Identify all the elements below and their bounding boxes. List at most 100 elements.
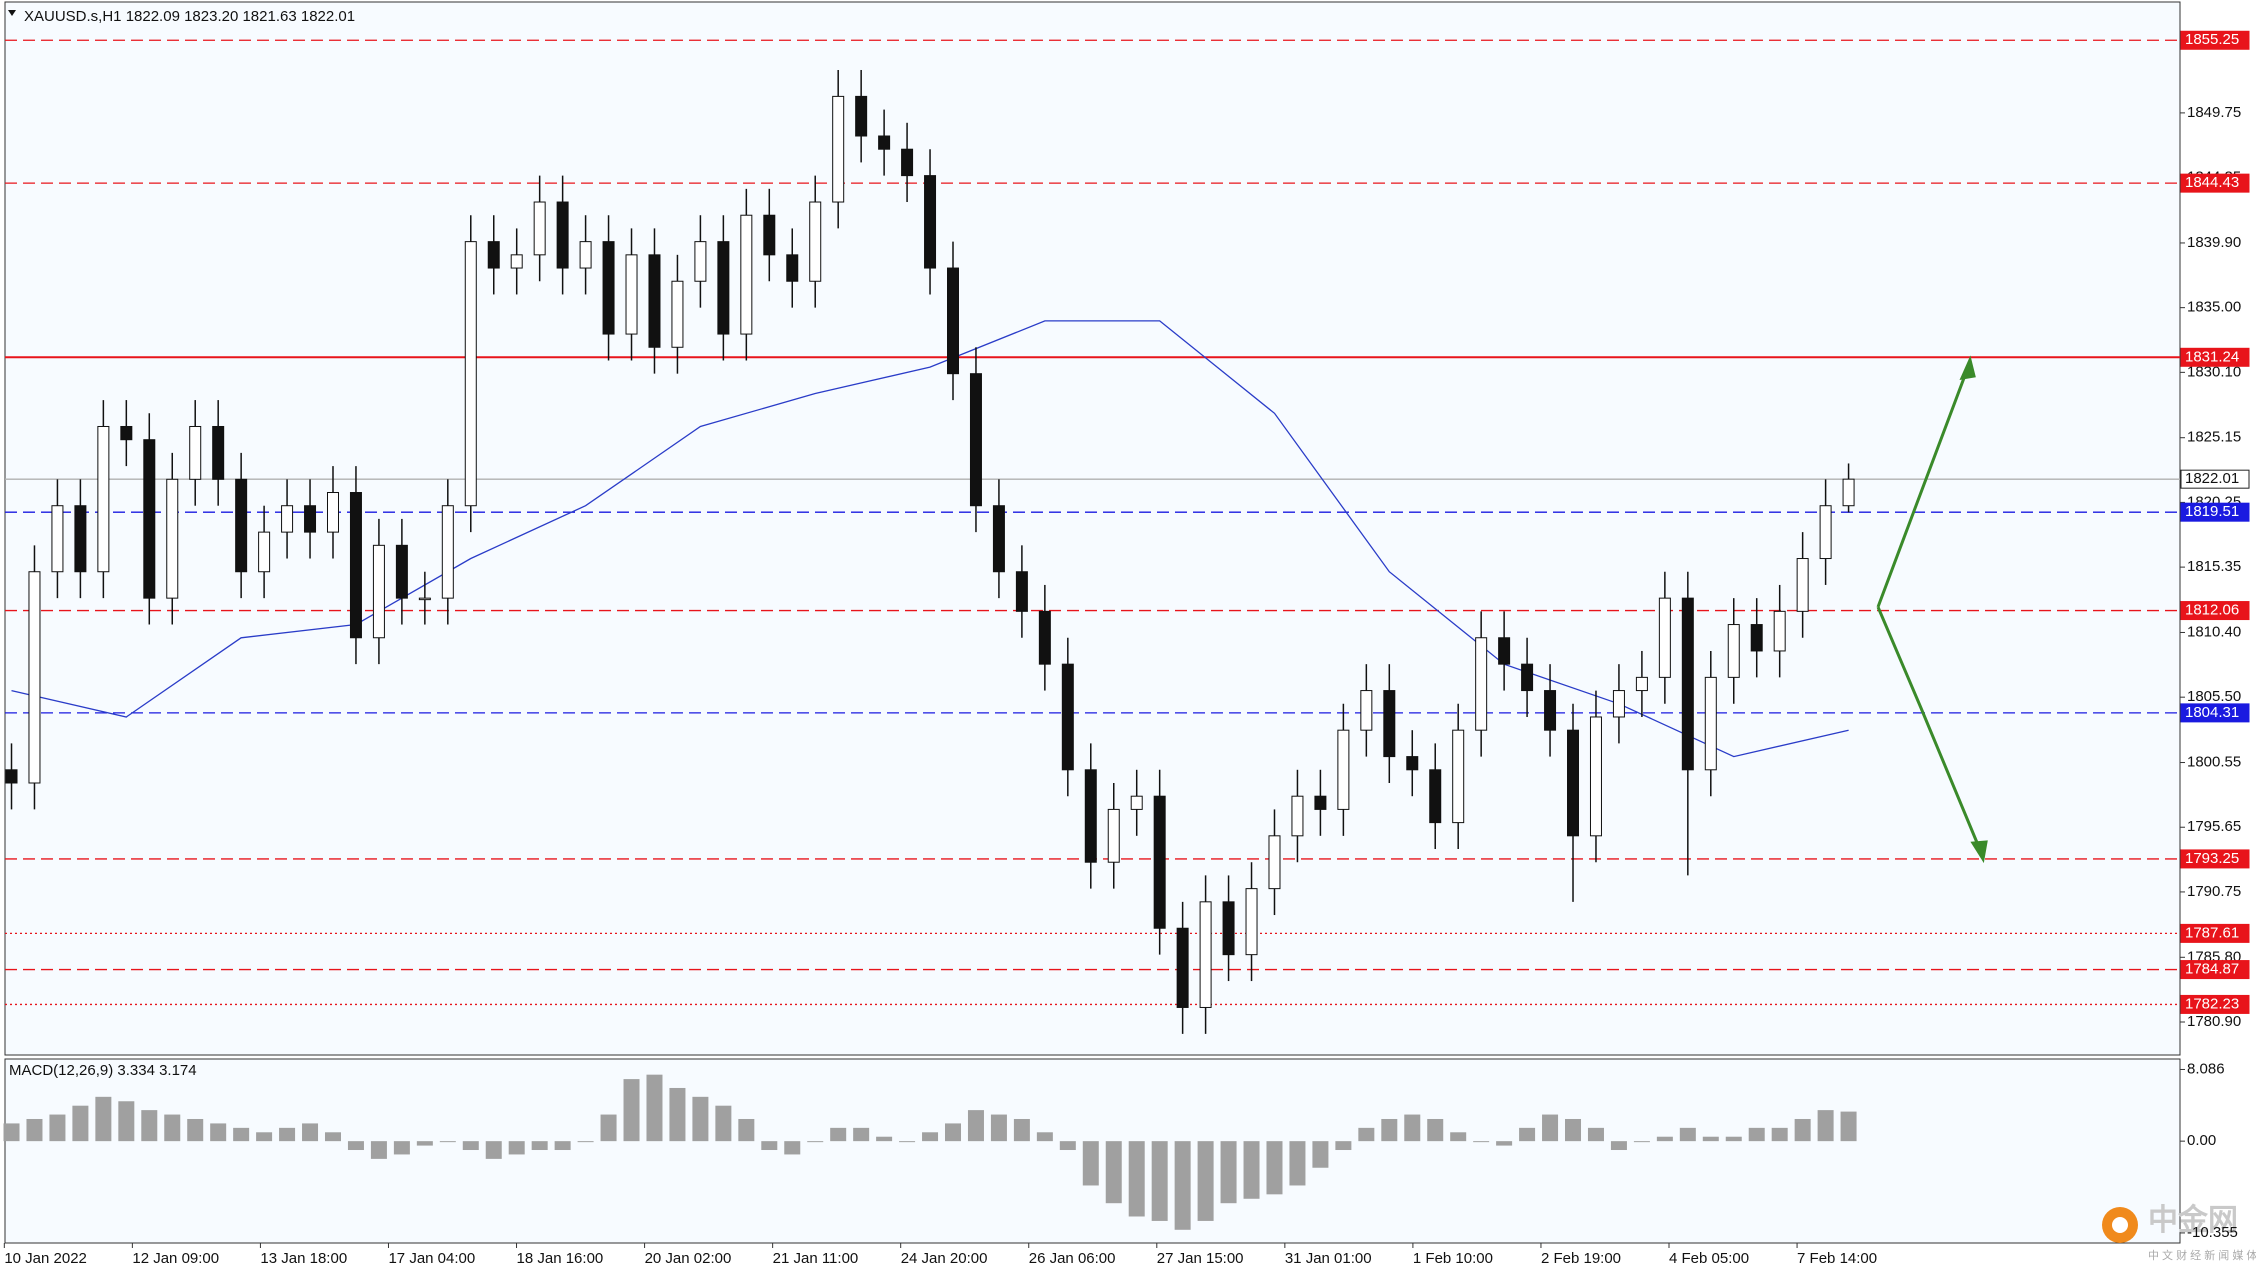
candle-body xyxy=(1589,716,1602,837)
macd-label: MACD(12,26,9) 3.334 3.174 xyxy=(9,1062,197,1079)
macd-bar xyxy=(1013,1118,1030,1142)
level-label-box xyxy=(2180,30,2250,50)
macd-bar xyxy=(967,1110,984,1142)
candle-body xyxy=(1406,756,1419,771)
macd-bar xyxy=(347,1141,364,1151)
macd-bar xyxy=(876,1136,893,1142)
candle-body xyxy=(1498,637,1511,665)
macd-bar xyxy=(233,1127,250,1142)
x-tick-label: 2 Feb 19:00 xyxy=(1541,1250,1621,1267)
candle-body xyxy=(1612,690,1625,718)
y-tick-label: 1815.35 xyxy=(2187,558,2241,575)
macd-bar xyxy=(669,1087,686,1142)
macd-bar xyxy=(1220,1141,1237,1204)
candle-body xyxy=(763,214,776,256)
candle-body xyxy=(1544,690,1557,731)
y-tick-label: 1835.00 xyxy=(2187,299,2241,316)
macd-bar xyxy=(416,1141,433,1146)
candle-body xyxy=(1199,901,1212,1008)
y-tick-label: 1780.90 xyxy=(2187,1013,2241,1030)
macd-bar xyxy=(899,1141,916,1143)
candle-body xyxy=(441,505,454,599)
level-label-box xyxy=(2180,173,2250,193)
macd-bar xyxy=(1542,1114,1559,1142)
macd-bar xyxy=(761,1141,778,1151)
macd-bar xyxy=(302,1123,319,1142)
candle-body xyxy=(1337,729,1350,810)
candle-body xyxy=(832,95,845,203)
macd-bar xyxy=(324,1132,341,1142)
x-tick-label: 24 Jan 20:00 xyxy=(901,1250,988,1267)
x-tick-label: 7 Feb 14:00 xyxy=(1797,1250,1877,1267)
macd-bar xyxy=(439,1141,456,1143)
level-label: 1831.24 xyxy=(2185,348,2239,365)
candle-body xyxy=(28,571,41,784)
candle-body xyxy=(281,505,294,533)
x-tick-label: 18 Jan 16:00 xyxy=(517,1250,604,1267)
level-label-box xyxy=(2180,347,2250,367)
macd-bar xyxy=(646,1074,663,1142)
level-label-box xyxy=(2180,923,2250,943)
candle-body xyxy=(372,544,385,639)
macd-bar xyxy=(164,1114,181,1142)
macd-bar xyxy=(210,1123,227,1142)
candle-body xyxy=(694,241,707,282)
macd-bar xyxy=(577,1141,594,1143)
candle-body xyxy=(1383,690,1396,758)
macd-bar xyxy=(485,1141,502,1159)
macd-bar xyxy=(990,1114,1007,1142)
y-tick-label: 1810.40 xyxy=(2187,623,2241,640)
macd-bar xyxy=(1404,1114,1421,1142)
candle-body xyxy=(1452,729,1465,824)
candle-body xyxy=(1429,769,1442,824)
macd-bar xyxy=(945,1123,962,1142)
macd-bar xyxy=(279,1127,296,1142)
down-arrow xyxy=(1876,606,1985,858)
macd-bar xyxy=(370,1141,387,1159)
macd-bar xyxy=(26,1118,43,1142)
candle-body xyxy=(487,241,500,269)
macd-bar xyxy=(1496,1141,1513,1146)
level-label: 1822.01 xyxy=(2185,470,2239,487)
candle-body xyxy=(740,214,753,335)
x-tick-label: 4 Feb 05:00 xyxy=(1669,1250,1749,1267)
candle-body xyxy=(1704,676,1717,771)
macd-bar xyxy=(531,1141,548,1151)
candle-body xyxy=(235,478,248,573)
x-tick-label: 21 Jan 11:00 xyxy=(773,1250,859,1267)
x-tick-label: 17 Jan 04:00 xyxy=(388,1250,475,1267)
macd-bar xyxy=(1587,1127,1604,1142)
candle-body xyxy=(1314,795,1327,810)
macd-bar xyxy=(784,1141,801,1155)
macd-tick-label: -10.355 xyxy=(2187,1224,2238,1241)
macd-bar xyxy=(1679,1127,1696,1142)
macd-bar xyxy=(187,1118,204,1142)
macd-bar xyxy=(623,1079,640,1142)
candle-body xyxy=(717,241,730,335)
level-label-box xyxy=(2180,703,2250,723)
candle-body xyxy=(97,425,110,573)
x-tick-label: 10 Jan 2022 xyxy=(4,1250,87,1267)
level-label-box xyxy=(2180,601,2250,621)
candle-body xyxy=(648,254,661,348)
macd-bar xyxy=(830,1127,847,1142)
candle-body xyxy=(786,254,799,282)
macd-bar xyxy=(1656,1136,1673,1142)
arrow-head xyxy=(1970,840,1988,864)
y-tick-label: 1839.90 xyxy=(2187,234,2241,251)
macd-bar xyxy=(1105,1141,1122,1204)
candle-body xyxy=(947,267,960,375)
candle-body xyxy=(1727,624,1740,678)
candle-body xyxy=(1061,663,1074,771)
candle-body xyxy=(969,373,982,507)
candle-body xyxy=(1796,558,1809,612)
candle-body xyxy=(878,135,891,150)
chart-title: XAUUSD.s,H1 1822.09 1823.20 1821.63 1822… xyxy=(24,8,355,25)
macd-bar xyxy=(1036,1132,1053,1142)
candle-body xyxy=(1107,808,1120,863)
candle-body xyxy=(212,425,225,480)
candle-body xyxy=(1475,637,1488,731)
candle-body xyxy=(1773,610,1786,652)
level-label: 1804.31 xyxy=(2185,704,2239,721)
